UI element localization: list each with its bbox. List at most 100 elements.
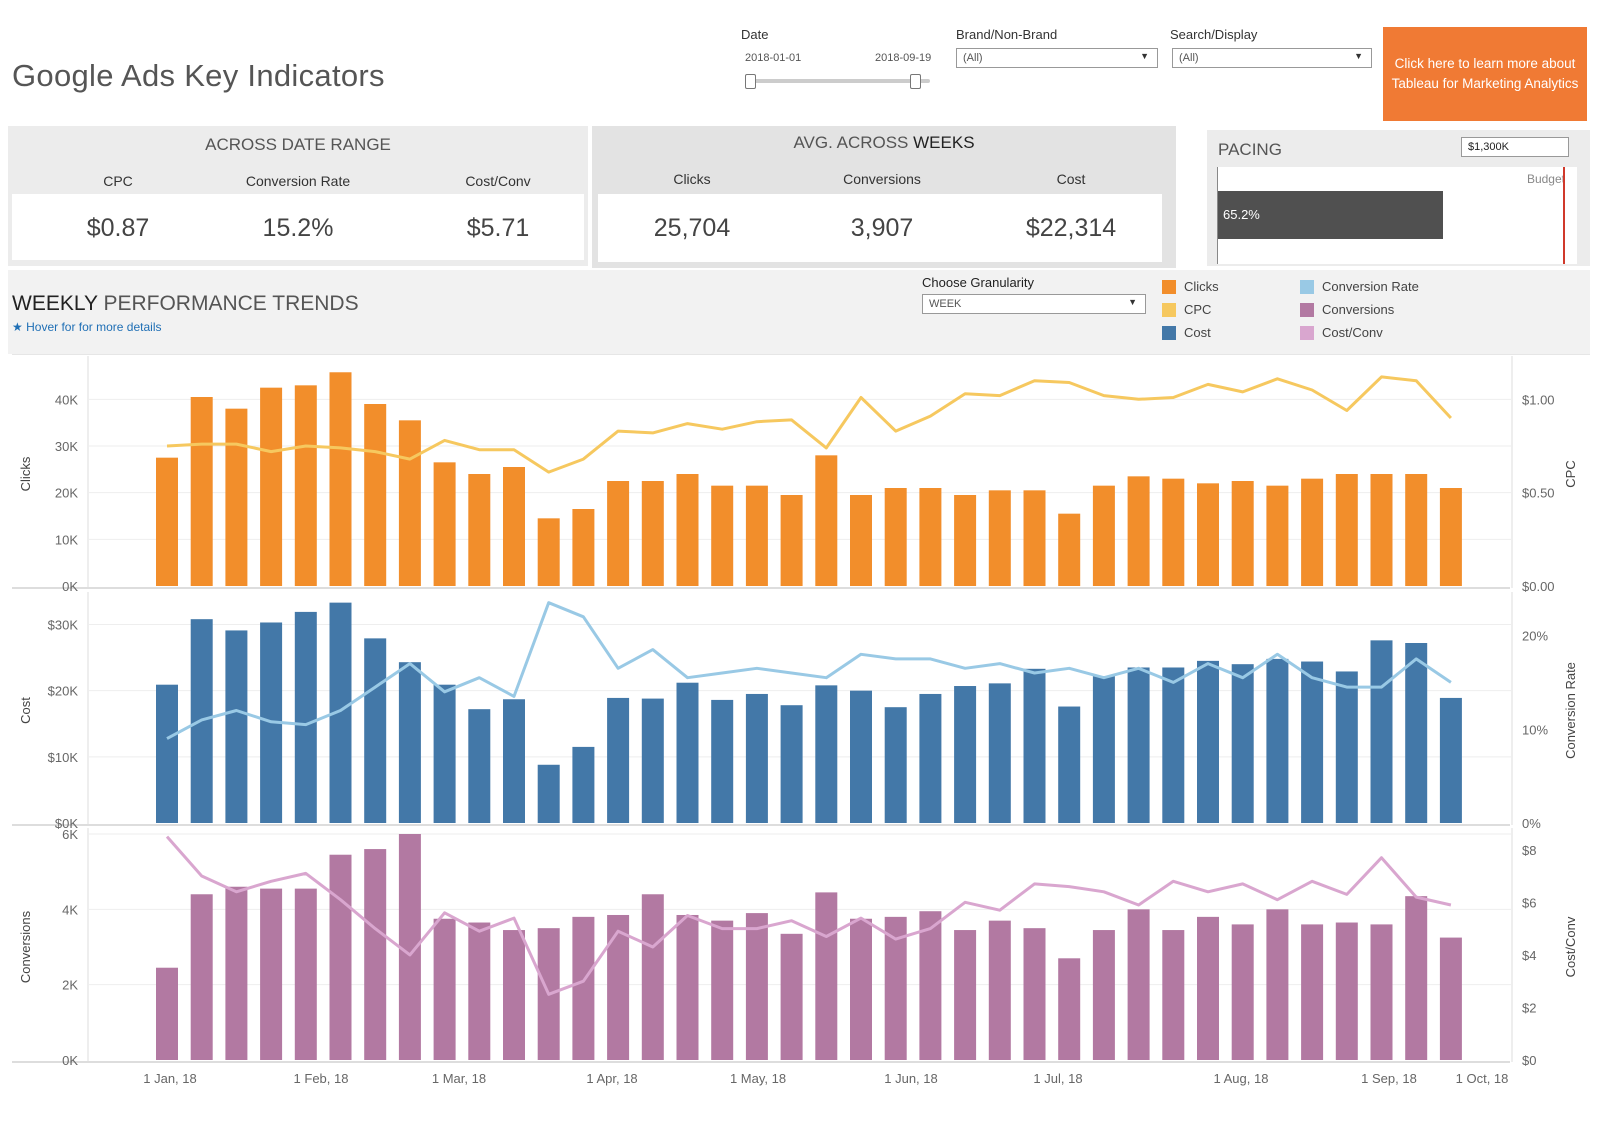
bar-clicks — [1162, 478, 1185, 586]
bar-cost — [1301, 661, 1324, 823]
bar-clicks — [607, 481, 630, 586]
date-slider-start-handle[interactable] — [745, 74, 756, 89]
kpi-value-conversions: 3,907 — [850, 214, 914, 242]
bar-cost — [433, 684, 456, 823]
pacing-chart: Budget 65.2% — [1217, 167, 1577, 264]
date-slider-end-handle[interactable] — [910, 74, 921, 89]
bar-cost — [850, 690, 872, 823]
legend-item-cpc[interactable]: CPC — [1162, 302, 1211, 317]
y-tick-label: 0K — [62, 1053, 78, 1068]
legend-swatch — [1300, 279, 1314, 294]
date-filter-label: Date — [741, 27, 769, 42]
bar-conversions — [1092, 930, 1115, 1060]
y2-tick-label: $4 — [1522, 948, 1536, 963]
kpi-value-conversion-rate: 15.2% — [262, 214, 334, 242]
legend-label: Cost/Conv — [1322, 325, 1383, 340]
legend-item-clicks[interactable]: Clicks — [1162, 279, 1219, 294]
bar-conversions — [1266, 909, 1289, 1060]
y-tick-label: 20K — [55, 486, 78, 501]
pacing-panel: PACING $1,300K Budget 65.2% — [1180, 130, 1590, 266]
budget-input[interactable]: $1,300K — [1461, 137, 1569, 157]
search-display-filter-label: Search/Display — [1170, 27, 1258, 42]
chevron-down-icon: ▼ — [1128, 297, 1137, 307]
bar-conversions — [1370, 924, 1393, 1060]
bar-conversions — [1023, 928, 1046, 1060]
bar-clicks — [225, 408, 248, 586]
date-slider-track[interactable] — [750, 79, 930, 83]
bar-clicks — [1127, 476, 1150, 586]
bar-clicks — [919, 488, 942, 586]
y2-tick-label: $6 — [1522, 895, 1536, 910]
bar-clicks — [1197, 483, 1219, 586]
bar-cost — [468, 709, 491, 823]
kpi-value-cost-conv: $5.71 — [466, 214, 530, 242]
date-range-values-box: $0.87 15.2% $5.71 — [12, 194, 584, 260]
bar-clicks — [780, 495, 803, 586]
pacing-title: PACING — [1218, 140, 1282, 159]
bar-clicks — [954, 495, 977, 586]
bar-cost — [294, 611, 317, 823]
bar-cost — [329, 602, 352, 823]
bar-conversions — [156, 967, 178, 1060]
learn-more-button[interactable]: Click here to learn more about Tableau f… — [1383, 27, 1587, 121]
bar-cost — [988, 683, 1011, 823]
legend-swatch — [1300, 325, 1314, 340]
bar-conversions — [225, 886, 248, 1060]
bar-cost — [1231, 664, 1254, 823]
date-range-header: ACROSS DATE RANGE — [205, 135, 391, 154]
legend-item-cost-conv[interactable]: Cost/Conv — [1300, 325, 1383, 340]
line-cpc — [166, 375, 1452, 474]
y-tick-label: 10K — [55, 532, 78, 547]
bar-conversions — [641, 894, 664, 1060]
legend-item-conversions[interactable]: Conversions — [1300, 302, 1394, 317]
bar-clicks — [433, 462, 456, 586]
bar-clicks — [260, 387, 283, 586]
weekly-avg-kpi-panel: AVG. ACROSS WEEKS Clicks Conversions Cos… — [592, 126, 1176, 268]
bar-cost — [954, 686, 977, 823]
y-tick-label: 30K — [55, 439, 78, 454]
bar-cost — [225, 630, 248, 823]
bar-conversions — [780, 933, 803, 1060]
granularity-label: Choose Granularity — [922, 275, 1034, 290]
y-tick-label: 6K — [62, 827, 78, 842]
y2-tick-label: 20% — [1522, 629, 1548, 644]
y2-tick-label: $0 — [1522, 1053, 1536, 1068]
weekly-trends-chart[interactable]: 0K 10K 20K 30K 40K $0.00 $0.50 $1.00 Clicks CPC $0… — [0, 354, 1600, 1127]
y2-tick-label: $0.00 — [1522, 579, 1555, 594]
y-tick-label: 0K — [62, 579, 78, 594]
bar-clicks — [745, 485, 768, 586]
search-display-filter-dropdown[interactable]: (All) ▼ — [1172, 48, 1372, 68]
bar-conversions — [711, 920, 734, 1060]
bar-cost — [884, 707, 907, 823]
bar-clicks — [1439, 488, 1462, 586]
bar-cost — [676, 682, 699, 823]
bar-conversions — [676, 914, 699, 1060]
page-title: Google Ads Key Indicators — [12, 58, 385, 93]
bar-clicks — [676, 474, 699, 586]
x-tick-label: 1 Mar, 18 — [432, 1071, 486, 1086]
legend-swatch — [1162, 279, 1176, 294]
bar-cost — [572, 746, 595, 823]
granularity-dropdown[interactable]: WEEK ▼ — [922, 294, 1146, 314]
bar-cost — [919, 693, 942, 823]
bar-cost — [1197, 660, 1219, 823]
legend-item-cost[interactable]: Cost — [1162, 325, 1211, 340]
bar-conversions — [1058, 958, 1081, 1060]
trends-title-rest: PERFORMANCE TRENDS — [103, 292, 359, 315]
kpi-label-conversions: Conversions — [843, 171, 921, 187]
line-cost-conv — [165, 835, 1452, 996]
bar-clicks — [398, 420, 421, 586]
bar-clicks — [641, 481, 664, 586]
legend-item-conversion-rate[interactable]: Conversion Rate — [1300, 279, 1419, 294]
bar-cost — [1162, 667, 1185, 823]
bar-conversions — [745, 913, 768, 1060]
weekly-avg-values-box: 25,704 3,907 $22,314 — [598, 194, 1162, 262]
bar-conversions — [1231, 924, 1254, 1060]
bar-cost — [1092, 676, 1115, 823]
brand-filter-dropdown[interactable]: (All) ▼ — [956, 48, 1158, 68]
star-icon: ★ — [12, 320, 23, 334]
bar-conversions — [468, 922, 491, 1060]
bar-clicks — [1370, 474, 1393, 586]
legend-swatch — [1162, 302, 1176, 317]
x-tick-label: 1 Aug, 18 — [1214, 1071, 1269, 1086]
